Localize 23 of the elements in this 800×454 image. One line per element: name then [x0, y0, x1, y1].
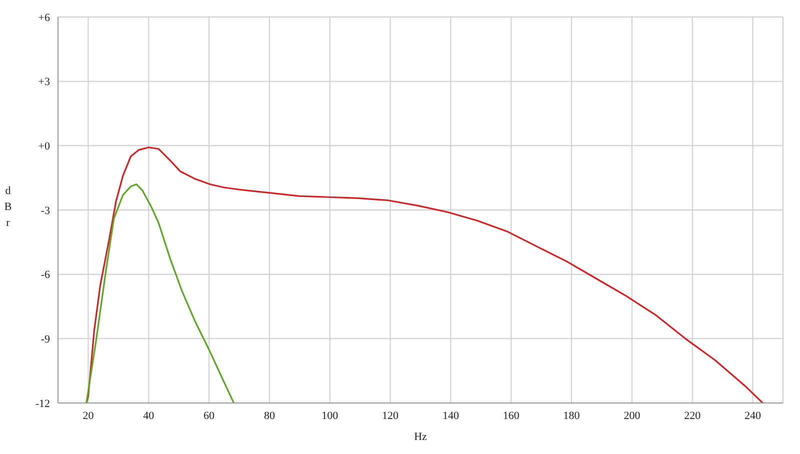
x-tick-label: 120 — [382, 410, 400, 422]
x-tick-label: 160 — [502, 410, 520, 422]
x-tick-label: 220 — [684, 410, 702, 422]
y-tick-label: -12 — [35, 398, 50, 410]
y-tick-label: +0 — [38, 140, 50, 153]
x-tick-label: 140 — [442, 410, 460, 422]
y-tick-label: -9 — [40, 334, 50, 346]
x-tick-label: 20 — [82, 410, 94, 422]
x-tick-label: 180 — [563, 410, 580, 422]
y-tick-label: -6 — [40, 269, 50, 282]
x-tick-label: 200 — [624, 410, 641, 422]
x-tick-label: 40 — [143, 410, 155, 422]
x-tick-label: 240 — [744, 410, 762, 422]
y-tick-label: -3 — [40, 204, 50, 217]
y-tick-label: +3 — [38, 76, 50, 88]
x-tick-label: 60 — [204, 410, 216, 422]
line-series — [86, 183, 235, 403]
y-axis-title: dBr — [4, 185, 12, 229]
line-series — [86, 146, 764, 403]
y-tick-label: +6 — [38, 12, 50, 24]
x-tick-label: 80 — [264, 410, 276, 422]
x-axis-title: Hz — [414, 431, 428, 443]
x-tick-label: 100 — [322, 410, 339, 422]
